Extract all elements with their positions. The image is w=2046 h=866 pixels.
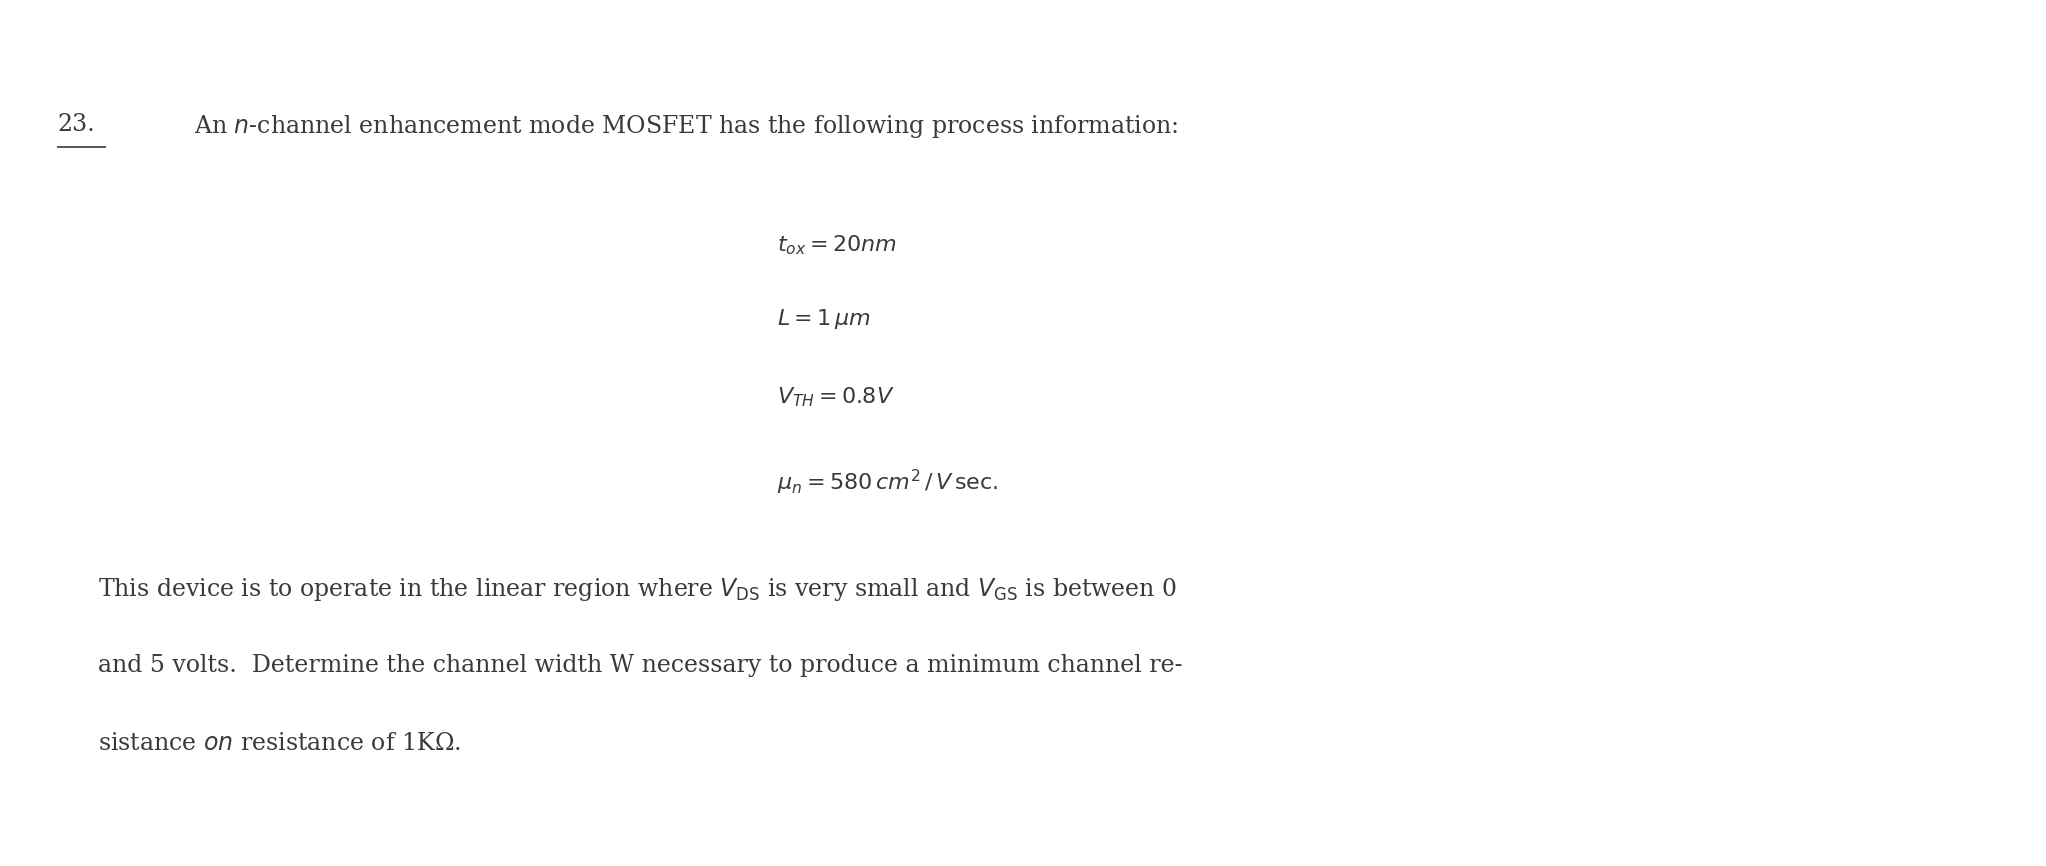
Text: sistance $on$ resistance of 1KΩ.: sistance $on$ resistance of 1KΩ. <box>98 732 460 755</box>
Text: An $n$-channel enhancement mode MOSFET has the following process information:: An $n$-channel enhancement mode MOSFET h… <box>194 113 1178 139</box>
Text: $t_{ox} = 20nm$: $t_{ox} = 20nm$ <box>777 234 898 257</box>
Text: and 5 volts.  Determine the channel width W necessary to produce a minimum chann: and 5 volts. Determine the channel width… <box>98 654 1183 677</box>
Text: $V_{TH} = 0.8V$: $V_{TH} = 0.8V$ <box>777 385 894 409</box>
Text: $\mu_n = 580\,cm^2\,/\,V\,\mathrm{sec.}$: $\mu_n = 580\,cm^2\,/\,V\,\mathrm{sec.}$ <box>777 468 998 497</box>
Text: 23.: 23. <box>57 113 94 136</box>
Text: This device is to operate in the linear region where $V_{\mathrm{DS}}$ is very s: This device is to operate in the linear … <box>98 576 1176 603</box>
Text: $L = 1\,\mu m$: $L = 1\,\mu m$ <box>777 307 872 332</box>
